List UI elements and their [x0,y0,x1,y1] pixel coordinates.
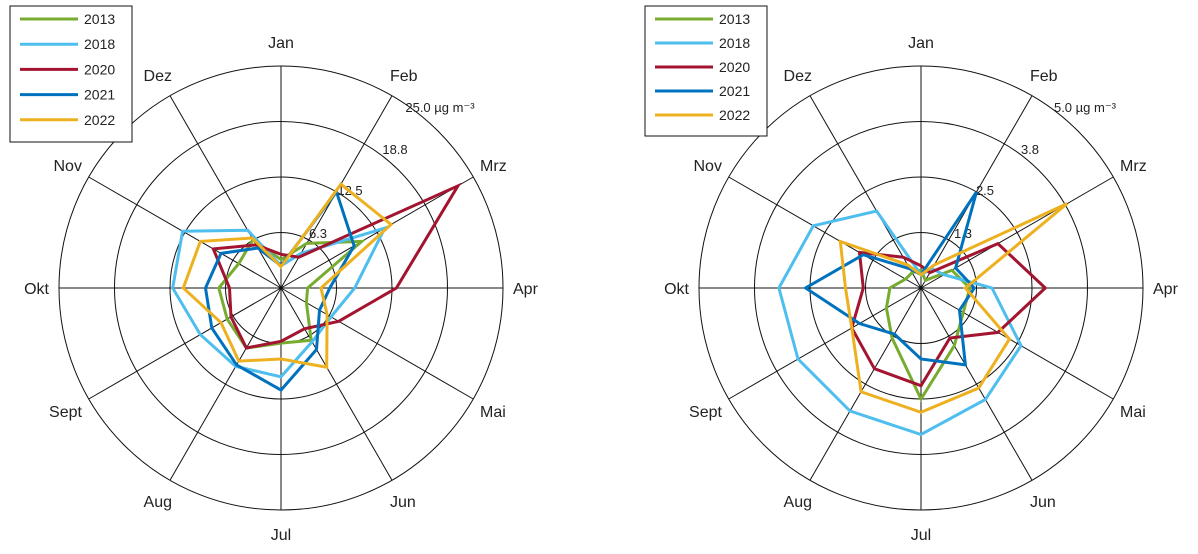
series-line-2022 [181,182,394,369]
month-label: Apr [513,281,539,298]
series-line-2020 [850,241,1048,388]
ring-label: 5.0 µg m⁻³ [1054,100,1117,115]
month-label: Mai [1120,404,1146,421]
grid-spoke [88,287,282,400]
legend-label: 2018 [84,36,115,52]
legend-label: 2022 [719,107,750,123]
month-label: Jun [1030,494,1056,511]
grid-spoke [169,287,282,481]
legend-label: 2021 [719,83,750,99]
legend-label: 2022 [84,112,115,128]
month-label: Nov [54,158,82,175]
series-line-2013 [884,268,972,403]
legend: 2013 2018 2020 2021 2022 [644,5,768,137]
ring-label: 2.5 [976,183,994,198]
ring-label: 6.3 [309,226,327,241]
data-series [171,182,462,393]
month-label: Jan [908,35,934,52]
grid-spoke [728,176,922,289]
month-labels: Jan Feb Mrz Apr Mai Jun Jul Aug Sept Okt Nov Dez [664,35,1178,544]
grid-spoke [169,95,282,289]
ring-label: 18.8 [382,142,407,157]
data-series [777,191,1069,437]
month-label: Jul [271,527,291,544]
ring-labels: 6.312.518.825.0 µg m⁻³ [309,100,475,241]
month-label: Mrz [480,158,507,175]
month-label: Apr [1153,281,1179,298]
legend-label: 2018 [719,35,750,51]
series-line-2018 [777,209,1023,437]
month-label: Okt [24,281,49,298]
legend-label: 2020 [719,59,750,75]
grid-spokes [59,66,503,510]
legend-label: 2013 [84,11,115,27]
month-label: Mai [480,404,506,421]
ring-label: 3.8 [1021,142,1039,157]
month-label: Nov [694,158,722,175]
ring-label: 25.0 µg m⁻³ [405,100,475,115]
radar-chart-left: Jan Feb Mrz Apr Mai Jun Jul Aug Sept Okt Nov Dez 6.3… [9,5,539,544]
month-label: Okt [664,281,689,298]
legend-label: 2021 [84,87,115,103]
month-label: Jun [390,494,416,511]
month-label: Feb [390,68,418,85]
month-label: Feb [1030,68,1058,85]
grid-spoke [920,287,1033,481]
month-label: Dez [144,68,172,85]
grid-spoke [280,287,393,481]
radar-chart-right: JanFebMrzAprMaiJunJulAugSeptOktNovDez1.3… [644,5,1179,544]
grid-spoke [920,287,1114,400]
month-label: Jan [268,35,294,52]
series-line-2020 [211,182,462,350]
month-label: Jul [911,527,931,544]
legend: 2013 2018 2020 2021 2022 [9,5,133,143]
month-label: Mrz [1120,158,1147,175]
grid-spoke [728,287,922,400]
series-line-2022 [838,202,1069,414]
grid-spoke [809,287,922,481]
series-line-2021 [203,188,356,393]
legend-label: 2013 [719,11,750,27]
month-labels: Jan Feb Mrz Apr Mai Jun Jul Aug Sept Okt Nov Dez [24,35,538,544]
series-line-2021 [802,191,978,367]
legend-label: 2020 [84,61,115,77]
month-label: Aug [784,494,812,511]
month-label: Dez [784,68,812,85]
grid-spoke [280,287,474,400]
month-label: Aug [144,494,172,511]
month-label: Sept [49,404,82,421]
month-label: Sept [689,404,722,421]
grid-spoke [280,176,474,289]
series-line-2013 [217,237,366,350]
